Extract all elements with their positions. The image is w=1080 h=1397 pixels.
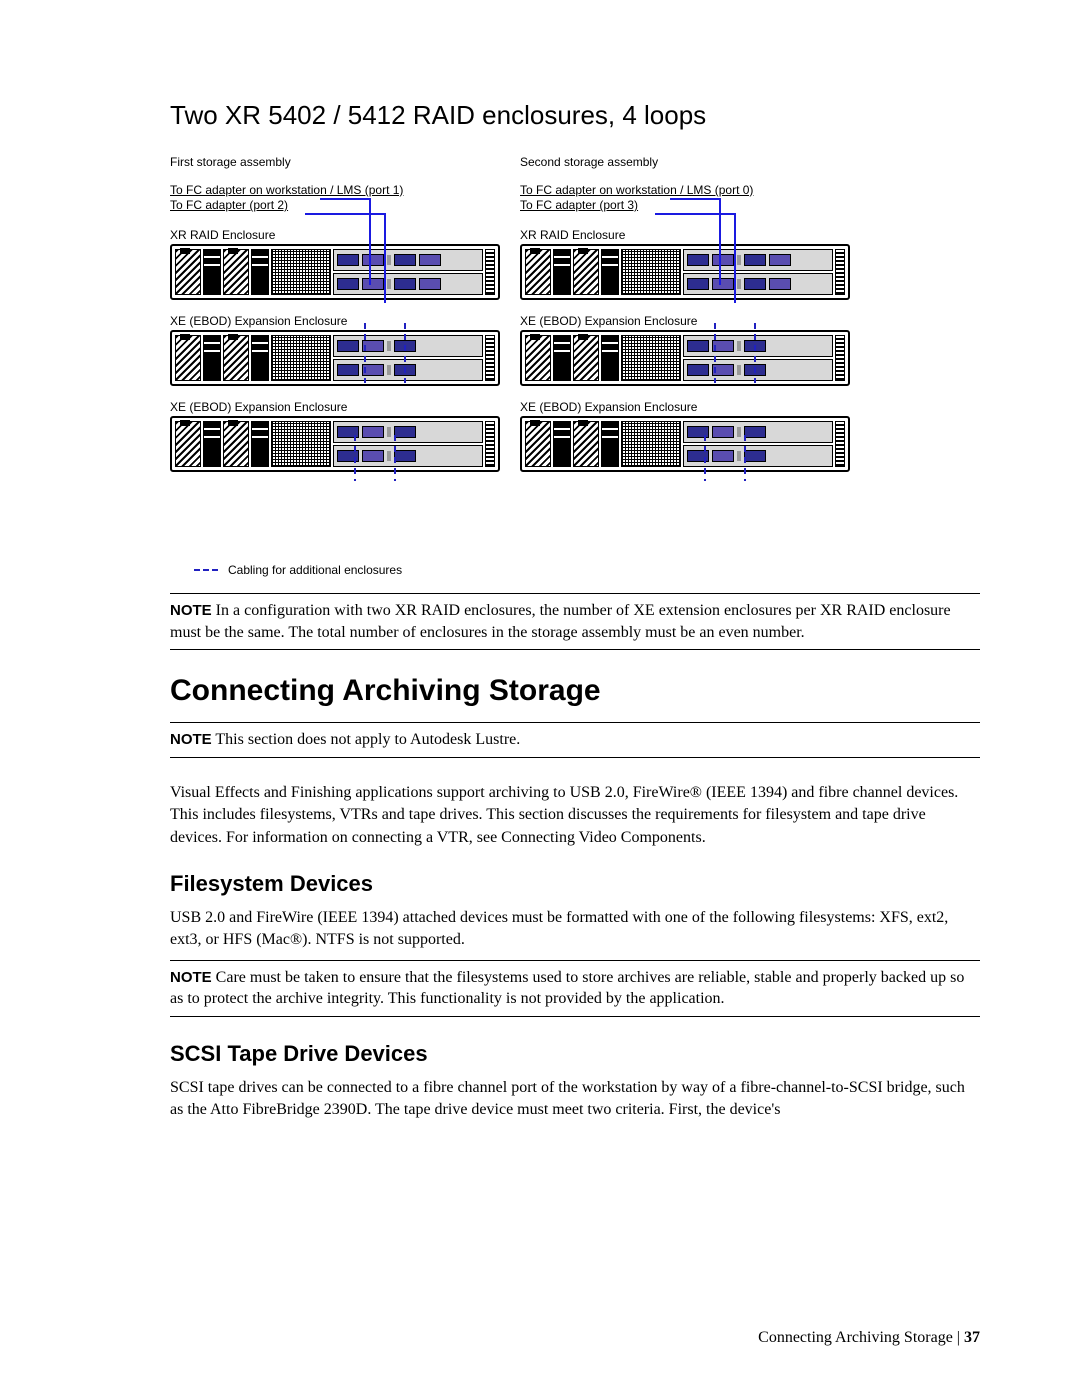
assembly-first: First storage assembly To FC adapter on … (170, 155, 510, 472)
note-filesystem: NOTE Care must be taken to ensure that t… (170, 960, 980, 1017)
cabling-diagram: First storage assembly To FC adapter on … (170, 155, 890, 585)
ebod-enclosure (520, 330, 850, 386)
assembly-label: First storage assembly (170, 155, 510, 171)
footer-sep: | (953, 1329, 964, 1346)
enclosure-label: XR RAID Enclosure (520, 228, 860, 242)
fc-workstation-label: To FC adapter on workstation / LMS (port… (170, 183, 510, 199)
paragraph-archiving-intro: Visual Effects and Finishing application… (170, 782, 980, 849)
page-footer: Connecting Archiving Storage | 37 (758, 1329, 980, 1347)
note-label: NOTE (170, 602, 212, 619)
footer-text: Connecting Archiving Storage (758, 1329, 953, 1346)
note-text: In a configuration with two XR RAID encl… (170, 602, 951, 641)
ebod-enclosure (520, 416, 850, 472)
heading-archiving: Connecting Archiving Storage (170, 674, 980, 708)
enclosure-label: XE (EBOD) Expansion Enclosure (170, 400, 510, 414)
assembly-second: Second storage assembly To FC adapter on… (520, 155, 860, 472)
fc-workstation-label: To FC adapter on workstation / LMS (port… (520, 183, 860, 199)
note-text: This section does not apply to Autodesk … (215, 731, 520, 748)
legend: Cabling for additional enclosures (194, 563, 402, 577)
ebod-enclosure (170, 330, 500, 386)
note-text: Care must be taken to ensure that the fi… (170, 969, 964, 1008)
enclosure-label: XE (EBOD) Expansion Enclosure (170, 314, 510, 328)
dash-icon (194, 569, 218, 571)
raid-enclosure (170, 244, 500, 300)
note-config: NOTE In a configuration with two XR RAID… (170, 593, 980, 650)
heading-scsi: SCSI Tape Drive Devices (170, 1041, 980, 1067)
enclosure-label: XR RAID Enclosure (170, 228, 510, 242)
legend-text: Cabling for additional enclosures (228, 563, 402, 577)
heading-filesystem: Filesystem Devices (170, 871, 980, 897)
page-number: 37 (964, 1329, 980, 1346)
enclosure-label: XE (EBOD) Expansion Enclosure (520, 314, 860, 328)
note-lustre: NOTE This section does not apply to Auto… (170, 722, 980, 758)
note-label: NOTE (170, 969, 212, 986)
assembly-label: Second storage assembly (520, 155, 860, 171)
raid-enclosure (520, 244, 850, 300)
paragraph-scsi: SCSI tape drives can be connected to a f… (170, 1077, 980, 1122)
fc-adapter-label: To FC adapter (port 3) (520, 198, 860, 214)
enclosure-label: XE (EBOD) Expansion Enclosure (520, 400, 860, 414)
ebod-enclosure (170, 416, 500, 472)
note-label: NOTE (170, 731, 212, 748)
section-title: Two XR 5402 / 5412 RAID enclosures, 4 lo… (170, 100, 980, 131)
paragraph-filesystem: USB 2.0 and FireWire (IEEE 1394) attache… (170, 907, 980, 952)
fc-adapter-label: To FC adapter (port 2) (170, 198, 510, 214)
